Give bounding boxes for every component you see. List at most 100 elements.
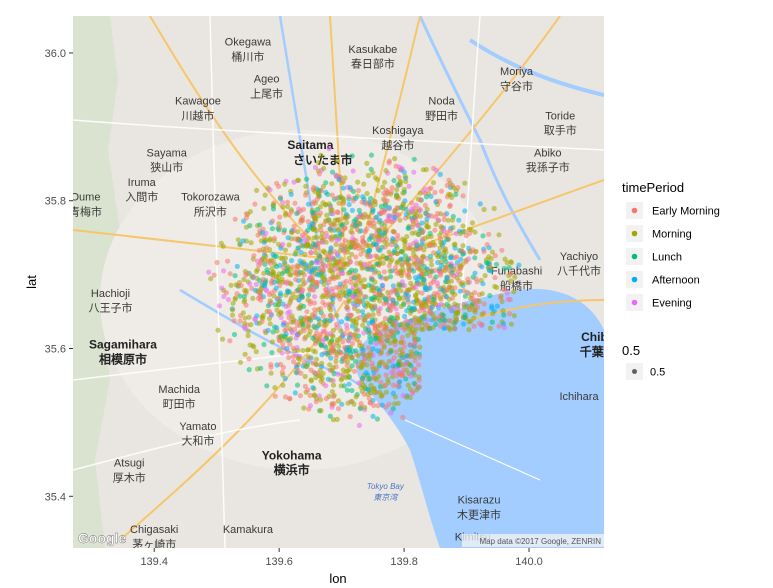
scatter-point xyxy=(334,416,340,422)
scatter-point xyxy=(344,304,350,310)
scatter-point xyxy=(410,268,417,274)
scatter-point xyxy=(361,277,367,283)
scatter-point xyxy=(433,221,439,227)
map-place-label: 入間市 xyxy=(125,190,158,204)
map-major-label: Chiba xyxy=(581,330,615,344)
scatter-point xyxy=(256,320,263,326)
scatter-point xyxy=(419,271,425,277)
scatter-point xyxy=(490,311,496,317)
scatter-point xyxy=(448,272,454,278)
scatter-point xyxy=(427,285,433,291)
scatter-point xyxy=(392,265,399,271)
map-place-label: Iruma xyxy=(128,177,157,189)
scatter-point xyxy=(314,196,320,202)
scatter-point xyxy=(405,225,411,231)
scatter-point xyxy=(435,283,441,289)
scatter-point xyxy=(409,200,415,206)
scatter-point xyxy=(460,223,466,229)
scatter-point xyxy=(449,290,455,296)
scatter-point xyxy=(393,300,400,306)
scatter-point xyxy=(462,180,468,186)
map-place-label: Oume xyxy=(71,192,101,204)
legend-key-early-morning xyxy=(631,207,638,214)
scatter-point xyxy=(392,394,398,400)
scatter-point xyxy=(354,260,360,266)
scatter-point xyxy=(322,318,328,324)
scatter-point xyxy=(415,223,421,229)
scatter-point xyxy=(297,284,303,290)
scatter-point xyxy=(449,217,456,223)
scatter-point xyxy=(406,287,412,293)
scatter-point xyxy=(381,301,387,307)
scatter-point xyxy=(274,325,280,331)
scatter-point xyxy=(243,211,249,217)
scatter-point xyxy=(346,270,352,276)
scatter-point xyxy=(302,251,308,257)
scatter-point xyxy=(277,214,283,220)
scatter-point xyxy=(446,191,452,197)
scatter-points xyxy=(206,146,522,428)
scatter-point xyxy=(418,326,424,332)
scatter-point xyxy=(442,317,448,323)
scatter-point xyxy=(334,209,340,215)
scatter-point xyxy=(438,301,444,307)
scatter-point xyxy=(268,257,274,263)
scatter-point xyxy=(314,240,320,247)
scatter-point xyxy=(437,171,443,177)
scatter-point xyxy=(412,336,418,343)
scatter-point xyxy=(257,222,263,228)
map-place-label: 茅ヶ崎市 xyxy=(132,537,176,551)
scatter-point xyxy=(432,267,438,273)
scatter-point xyxy=(466,327,472,333)
scatter-point xyxy=(358,228,364,234)
map-place-label: Toride xyxy=(545,110,575,122)
scatter-point xyxy=(353,254,359,260)
scatter-point xyxy=(208,276,214,282)
scatter-point xyxy=(365,248,371,255)
scatter-point xyxy=(426,325,432,331)
scatter-point xyxy=(327,267,333,274)
scatter-point xyxy=(386,215,392,221)
x-axis-title: lon xyxy=(329,571,346,586)
scatter-point xyxy=(327,413,333,419)
scatter-point xyxy=(351,368,358,374)
scatter-point xyxy=(444,287,450,293)
scatter-point xyxy=(264,383,270,389)
scatter-point xyxy=(384,255,390,261)
scatter-point xyxy=(269,339,275,345)
legend-size-key xyxy=(632,369,637,374)
legend-color-title: timePeriod xyxy=(622,180,684,195)
scatter-point xyxy=(392,342,398,348)
scatter-point xyxy=(303,334,309,340)
y-tick-label: 35.8 xyxy=(45,196,66,208)
scatter-point xyxy=(462,229,468,235)
scatter-point xyxy=(315,316,321,322)
map-place-label: Sayama xyxy=(147,147,188,159)
scatter-point xyxy=(367,253,373,259)
scatter-point xyxy=(349,153,355,159)
scatter-point xyxy=(284,203,291,209)
map-major-label: 横浜市 xyxy=(274,462,310,477)
scatter-point xyxy=(300,322,306,328)
scatter-point xyxy=(456,217,462,223)
scatter-point xyxy=(402,313,408,319)
scatter-point xyxy=(309,260,315,266)
scatter-point xyxy=(470,274,476,280)
scatter-point xyxy=(240,310,246,316)
scatter-point xyxy=(243,302,249,308)
scatter-point xyxy=(383,168,389,174)
scatter-point xyxy=(314,272,320,278)
scatter-point xyxy=(313,356,320,362)
scatter-point xyxy=(216,303,223,309)
scatter-point xyxy=(384,334,390,340)
scatter-point xyxy=(375,348,381,354)
scatter-point xyxy=(285,310,291,316)
scatter-point xyxy=(319,352,325,358)
scatter-point xyxy=(367,399,373,406)
map-place-label: Chigasaki xyxy=(130,524,178,536)
scatter-point xyxy=(336,200,342,206)
scatter-point xyxy=(423,167,429,173)
scatter-point xyxy=(395,383,401,389)
scatter-point xyxy=(314,260,320,266)
scatter-point xyxy=(418,207,424,213)
